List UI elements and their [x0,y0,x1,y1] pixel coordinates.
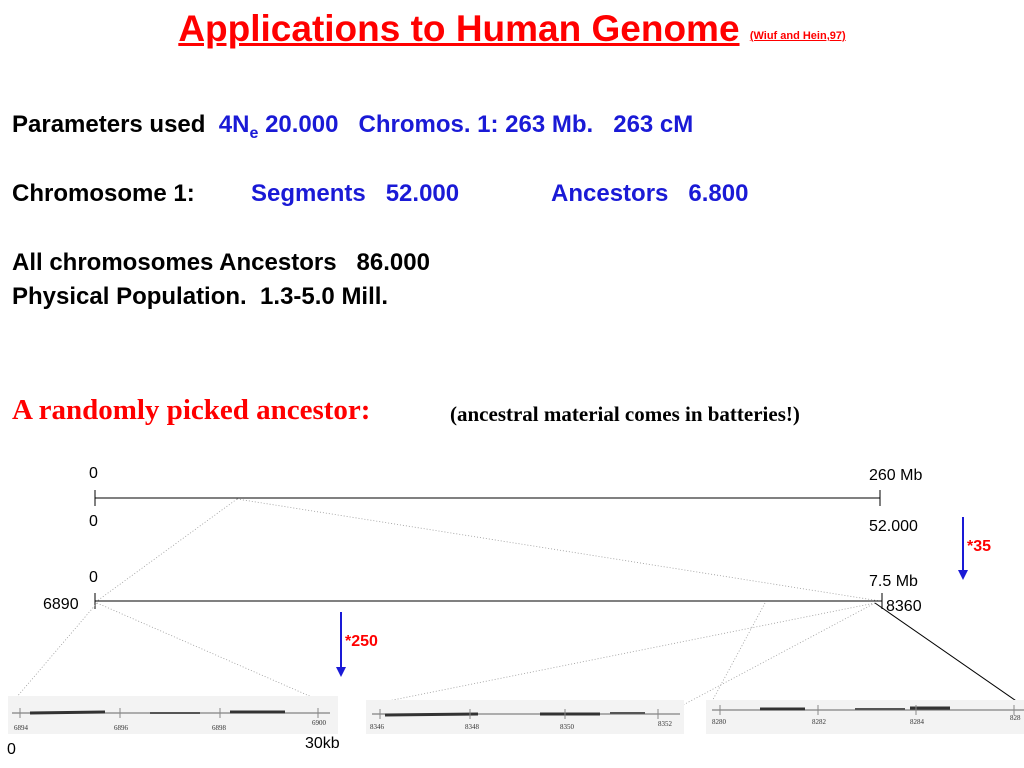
strip3-tick-label: 828 [1010,714,1021,722]
ne-symbol: 4Ne [218,111,259,142]
segment-start-label: 0 [89,513,98,530]
strip1-tick-label: 6898 [212,724,227,732]
all-chromosomes-line: All chromosomes Ancestors 86.000 [12,249,430,276]
projection-line [682,602,876,706]
genome-strip-1: 6894 6896 6898 6900 [8,696,338,734]
strip2-tick-label: 8346 [370,723,385,731]
title-citation: (Wiuf and Hein,97) [749,30,846,42]
chromosome1-segments: Segments 52.000 [251,180,460,207]
genome-strip-3: 8280 8282 8284 828 [706,700,1024,734]
strip1-tick-label: 6900 [312,719,327,727]
zoom-factor-35: *35 [967,538,992,555]
strip1-tick-label: 6896 [114,724,129,732]
title-main: Applications to Human Genome [178,8,740,49]
bottom-scale-label: 30kb [305,735,340,752]
chromosome1-line: Chromosome 1: [12,180,195,208]
top-start-label: 0 [89,465,98,482]
middle-left-position: 6890 [43,596,79,613]
projection-line [96,602,331,706]
strip3-tick-label: 8282 [812,718,827,726]
chromosome1-ancestors: Ancestors 6.800 [551,180,749,207]
top-end-label: 260 Mb [869,467,923,484]
projection-line-solid [874,602,1023,706]
ne-value: 20.000 [265,111,339,138]
slide-title: Applications to Human Genome (Wiuf and H… [0,8,1024,50]
strip3-tick-label: 8280 [712,718,727,726]
zoom-arrow-2-head [336,667,346,677]
chromosome1-label: Chromosome 1: [12,180,195,207]
zoom-arrow-1-head [958,570,968,580]
strip2-tick-label: 8350 [560,723,575,731]
strip2-tick-label: 8352 [658,720,673,728]
segment-end-label: 52.000 [869,518,918,535]
middle-end-label: 7.5 Mb [869,573,918,590]
ancestor-heading: A randomly picked ancestor: [12,394,371,426]
strip3-tick-label: 8284 [910,718,925,726]
middle-right-position: 8360 [886,598,922,615]
projection-line [96,498,238,602]
zoom-factor-250: *250 [345,633,378,650]
genome-strip-2: 8346 8348 8350 8352 [366,700,684,734]
ancestor-note: (ancestral material comes in batteries!) [450,402,800,426]
strip1-tick-label: 6894 [14,724,29,732]
physical-population-line: Physical Population. 1.3-5.0 Mill. [12,283,389,310]
parameters-line: Parameters used 4Ne 20.000 Chromos. 1: 2… [12,111,693,143]
parameters-label: Parameters used [12,111,206,138]
projection-line [9,602,98,706]
chromos-size: Chromos. 1: 263 Mb. [358,111,594,138]
strip2-tick-label: 8348 [465,723,480,731]
projection-line [367,602,876,706]
middle-start-label: 0 [89,569,98,586]
projection-line [709,602,766,706]
chromos-cm: 263 cM [613,111,694,138]
bottom-start-label: 0 [7,741,16,758]
projection-line [236,498,881,602]
